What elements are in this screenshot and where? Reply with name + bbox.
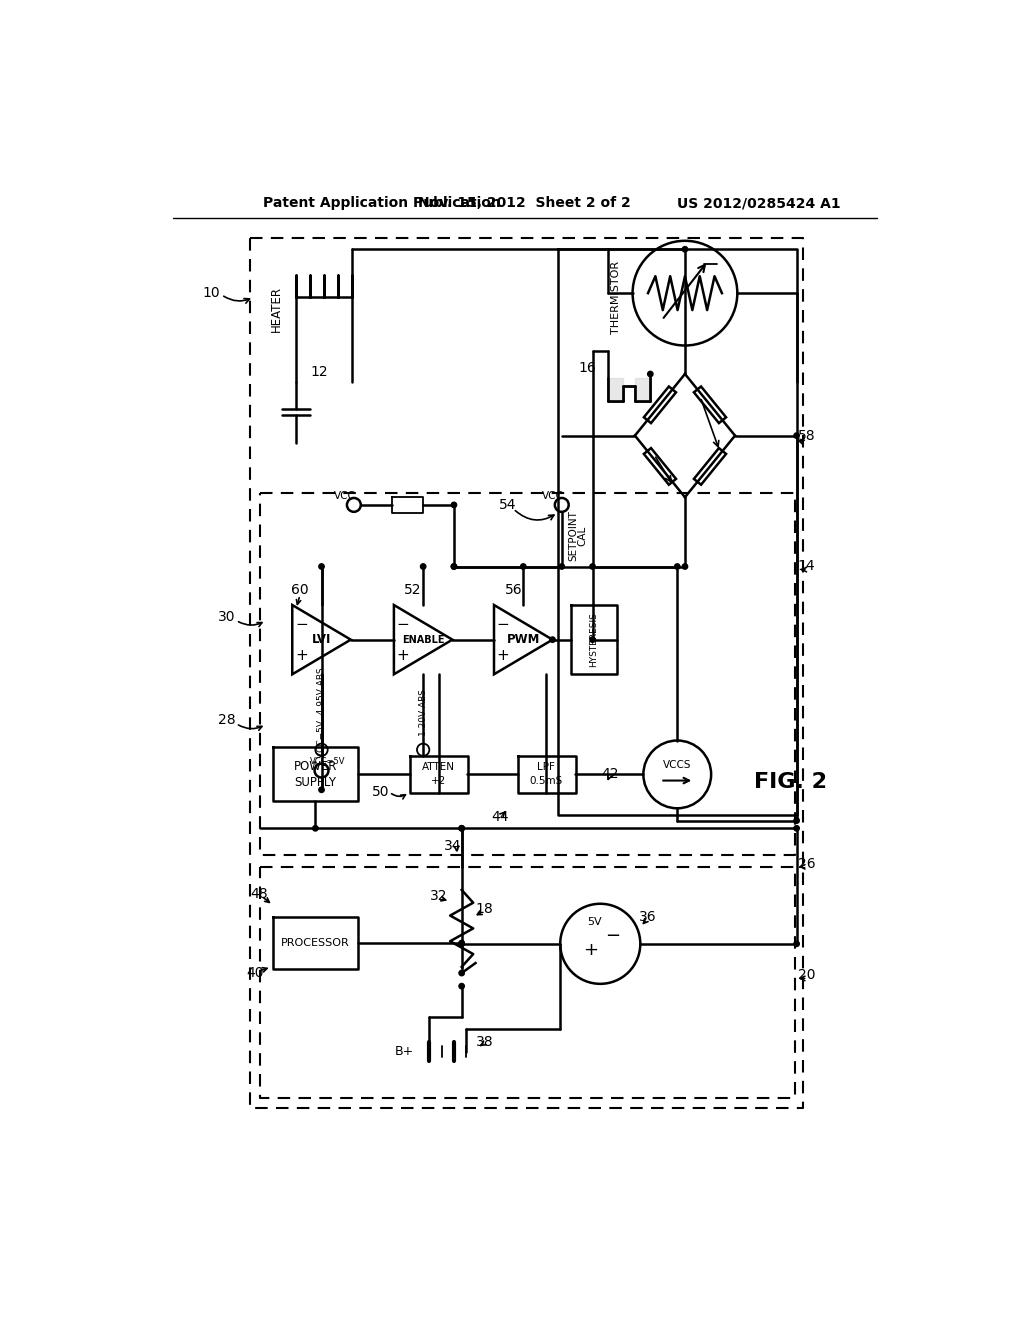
- Text: VCCS: VCCS: [663, 760, 691, 770]
- Circle shape: [794, 941, 800, 946]
- Text: VCC: VCC: [542, 491, 563, 500]
- Text: 56: 56: [505, 582, 522, 597]
- Text: 44: 44: [492, 809, 509, 824]
- Text: 12: 12: [310, 366, 328, 379]
- Text: Nov. 15, 2012  Sheet 2 of 2: Nov. 15, 2012 Sheet 2 of 2: [419, 197, 631, 210]
- Bar: [644, 387, 676, 424]
- Text: 16: 16: [579, 360, 596, 375]
- Text: 0.5mS: 0.5mS: [529, 776, 563, 787]
- Text: +: +: [497, 648, 510, 663]
- Bar: [694, 387, 726, 424]
- Text: 52: 52: [404, 582, 422, 597]
- Text: −: −: [605, 927, 621, 945]
- Text: −: −: [497, 616, 510, 632]
- Text: PWM: PWM: [507, 634, 540, 647]
- Text: VCC=5V: VCC=5V: [310, 756, 345, 766]
- Text: 32: 32: [430, 890, 447, 903]
- Text: 40: 40: [247, 966, 264, 979]
- Text: HEATER: HEATER: [270, 285, 284, 331]
- Text: 50: 50: [372, 785, 389, 799]
- Text: LPF: LPF: [538, 763, 555, 772]
- Bar: [694, 447, 726, 484]
- Circle shape: [590, 638, 595, 643]
- Polygon shape: [608, 378, 650, 401]
- Circle shape: [318, 787, 325, 792]
- Text: FIG. 2: FIG. 2: [755, 772, 827, 792]
- Text: 34: 34: [443, 840, 461, 853]
- Text: US 2012/0285424 A1: US 2012/0285424 A1: [677, 197, 841, 210]
- Circle shape: [421, 564, 426, 569]
- Text: 5V: 5V: [587, 917, 601, 927]
- Text: 42: 42: [601, 767, 620, 781]
- Circle shape: [459, 825, 464, 832]
- Text: 14: 14: [798, 560, 815, 573]
- Text: −: −: [295, 616, 308, 632]
- Text: VCC−5V  4.95V ABS: VCC−5V 4.95V ABS: [317, 668, 326, 758]
- Circle shape: [312, 825, 318, 832]
- Text: +: +: [396, 648, 410, 663]
- Circle shape: [550, 638, 555, 643]
- Text: POWER: POWER: [294, 760, 337, 774]
- Circle shape: [459, 940, 464, 945]
- Text: CAL: CAL: [578, 525, 588, 546]
- Circle shape: [794, 433, 800, 438]
- Text: LVI: LVI: [312, 634, 331, 647]
- Circle shape: [559, 564, 564, 569]
- Circle shape: [682, 247, 688, 252]
- Text: SUPPLY: SUPPLY: [294, 776, 336, 788]
- Circle shape: [675, 564, 680, 569]
- Text: 30: 30: [218, 610, 236, 623]
- Circle shape: [459, 970, 464, 975]
- Circle shape: [452, 564, 457, 569]
- Circle shape: [452, 502, 457, 508]
- Text: Patent Application Publication: Patent Application Publication: [263, 197, 501, 210]
- Circle shape: [520, 564, 526, 569]
- Text: 26: 26: [798, 857, 815, 871]
- Text: SETPOINT: SETPOINT: [568, 511, 579, 561]
- Text: 60: 60: [291, 582, 309, 597]
- Text: ENABLE: ENABLE: [401, 635, 444, 644]
- Text: +: +: [584, 941, 598, 958]
- Text: 1.20V ABS: 1.20V ABS: [419, 689, 428, 737]
- Circle shape: [794, 818, 800, 824]
- Text: HYSTERESIS: HYSTERESIS: [590, 612, 599, 667]
- Circle shape: [794, 825, 800, 832]
- Text: ATTEN: ATTEN: [422, 763, 455, 772]
- Text: THERMISTOR: THERMISTOR: [610, 260, 621, 334]
- Text: 36: 36: [639, 909, 656, 924]
- Text: 10: 10: [203, 286, 220, 300]
- Text: PROCESSOR: PROCESSOR: [281, 939, 350, 948]
- Text: 20: 20: [798, 968, 815, 982]
- Circle shape: [318, 564, 325, 569]
- Text: +2: +2: [431, 776, 446, 787]
- Text: 48: 48: [250, 887, 268, 900]
- Text: −: −: [396, 616, 410, 632]
- Circle shape: [452, 564, 457, 569]
- Text: 28: 28: [218, 714, 236, 727]
- Bar: [644, 447, 676, 484]
- Circle shape: [459, 983, 464, 989]
- Circle shape: [682, 564, 688, 569]
- Circle shape: [459, 941, 464, 946]
- Circle shape: [590, 564, 595, 569]
- Circle shape: [459, 825, 464, 832]
- Text: VCC: VCC: [334, 491, 355, 500]
- Text: 54: 54: [499, 498, 517, 512]
- Circle shape: [647, 371, 653, 376]
- Text: 58: 58: [798, 429, 815, 442]
- Text: +: +: [295, 648, 308, 663]
- Text: 38: 38: [476, 1035, 494, 1049]
- Text: B+: B+: [394, 1045, 414, 1059]
- Text: 18: 18: [476, 902, 494, 916]
